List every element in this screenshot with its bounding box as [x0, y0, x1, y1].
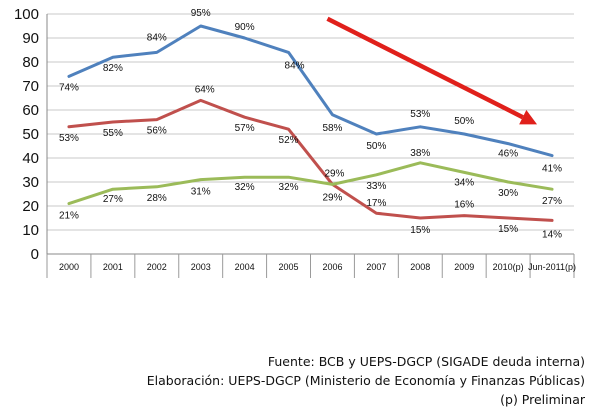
y-tick-label: 70: [22, 78, 39, 95]
series-line-dpt-pib: [67, 24, 554, 158]
series-lines: [67, 24, 554, 222]
preliminary-note: (p) Preliminar: [500, 392, 585, 407]
x-tick-label: 2001: [103, 262, 123, 272]
source-note: Fuente: BCB y UEPS-DGCP (SIGADE deuda in…: [267, 354, 585, 369]
y-tick-label: 0: [31, 246, 39, 263]
x-axis: 2000 2001 2002 2003 2004 2005 2006 2007 2008 2009…: [46, 253, 576, 278]
data-label: 21%: [59, 211, 79, 222]
x-tick-label: Jun-2011(p): [528, 262, 576, 272]
data-label: 16%: [454, 200, 474, 211]
y-tick-label: 90: [22, 30, 39, 47]
x-tick-label: 2010(p): [493, 262, 524, 272]
chart-notes: Fuente: BCB y UEPS-DGCP (SIGADE deuda in…: [147, 352, 585, 409]
data-label: 32%: [279, 182, 299, 193]
y-axis: 0 10 20 30 40 50 60 70 80 90 100: [14, 6, 48, 263]
data-label: 84%: [285, 60, 305, 71]
data-label: 15%: [410, 225, 430, 236]
series-line-det-pib: [67, 98, 554, 222]
data-label: 52%: [279, 135, 299, 146]
x-tick-label: 2002: [147, 262, 167, 272]
y-tick-label: 100: [14, 6, 39, 23]
data-label: 50%: [454, 116, 474, 127]
data-label: 84%: [147, 32, 167, 43]
data-label: 17%: [366, 198, 386, 209]
data-label: 74%: [59, 82, 79, 93]
prepared-by-note: Elaboración: UEPS-DGCP (Ministerio de Ec…: [146, 373, 585, 388]
y-tick-label: 30: [22, 174, 39, 191]
data-label: 30%: [498, 188, 518, 199]
data-label: 46%: [498, 149, 518, 160]
series-line-dit-pib: [67, 161, 554, 206]
data-label: 56%: [147, 126, 167, 137]
data-label: 90%: [235, 22, 255, 33]
data-label: 82%: [103, 63, 123, 74]
x-tick-label: 2007: [366, 262, 386, 272]
y-tick-label: 60: [22, 102, 39, 119]
data-label: 15%: [498, 224, 518, 235]
data-label: 28%: [147, 193, 167, 204]
x-tick-label: 2006: [322, 262, 342, 272]
data-label: 53%: [59, 133, 79, 144]
x-tick-label: 2009: [454, 262, 474, 272]
data-label: 32%: [235, 182, 255, 193]
data-label: 57%: [235, 123, 255, 134]
data-label: 50%: [366, 141, 386, 152]
x-tick-label: 2003: [191, 262, 211, 272]
x-tick-label: 2004: [235, 262, 255, 272]
data-label: 53%: [410, 109, 430, 120]
y-tick-label: 40: [22, 150, 39, 167]
data-label: 34%: [454, 177, 474, 188]
data-label: 64%: [195, 84, 215, 95]
y-tick-label: 10: [22, 222, 39, 239]
y-tick-label: 20: [22, 198, 39, 215]
data-label: 41%: [542, 164, 562, 175]
trend-arrow: [326, 16, 538, 125]
data-label: 31%: [191, 187, 211, 198]
data-labels: 74% 82% 84% 95% 90% 84% 58% 50% 53% 50% 46% 41% 53% 5…: [59, 8, 562, 240]
x-tick-label: 2005: [279, 262, 299, 272]
data-label: 14%: [542, 229, 562, 240]
x-tick-label: 2000: [59, 262, 79, 272]
data-label: 33%: [366, 181, 386, 192]
data-label: 38%: [410, 148, 430, 159]
x-tick-label: 2008: [410, 262, 430, 272]
arrow-shaft: [326, 16, 524, 120]
y-tick-label: 50: [22, 126, 39, 143]
arrow-head: [519, 110, 538, 125]
y-tick-label: 80: [22, 54, 39, 71]
data-label: 27%: [542, 196, 562, 207]
data-label: 27%: [103, 194, 123, 205]
data-label: 95%: [191, 8, 211, 19]
data-label: 29%: [324, 168, 344, 179]
data-label: 55%: [103, 128, 123, 139]
data-label: 58%: [322, 123, 342, 134]
data-label: 29%: [322, 192, 342, 203]
